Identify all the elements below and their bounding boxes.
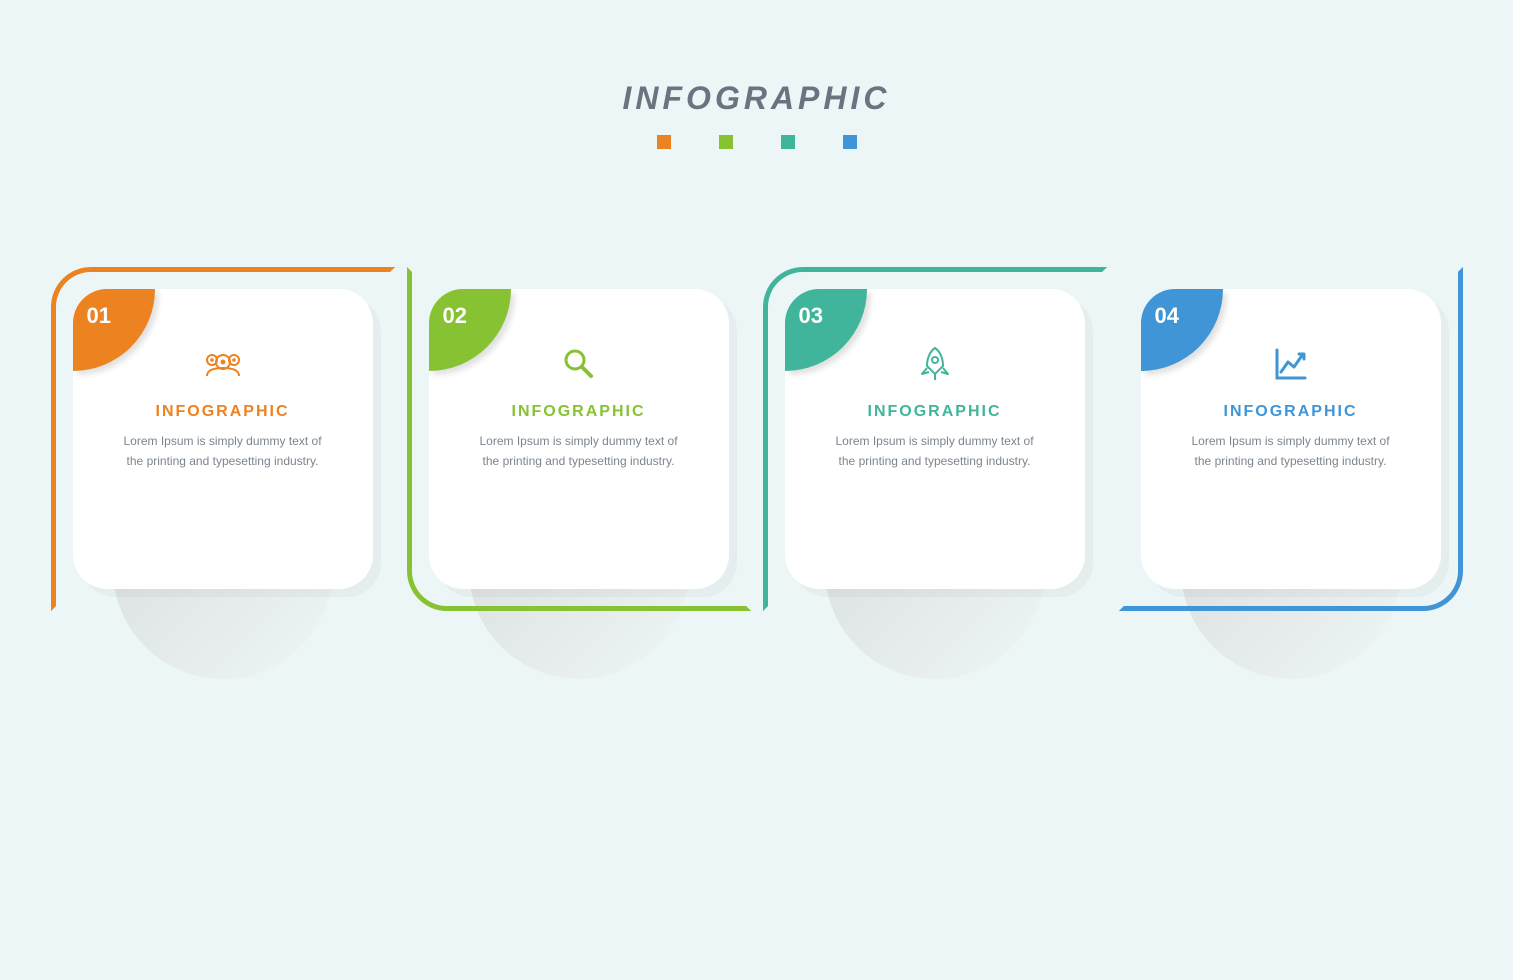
card-4: 04 INFOGRAPHIC Lorem Ipsum is simply dummy… (1141, 289, 1441, 589)
header: INFOGRAPHIC (0, 0, 1513, 149)
users-icon (103, 339, 343, 389)
step-number: 02 (443, 303, 467, 329)
page-title: INFOGRAPHIC (0, 80, 1513, 117)
step-number: 04 (1155, 303, 1179, 329)
card-description: Lorem Ipsum is simply dummy text of the … (1191, 431, 1391, 472)
step-number: 01 (87, 303, 111, 329)
legend-swatch-3 (781, 135, 795, 149)
cards-row: 01 INFOGRAPHIC Lorem Ipsum is simply dummy… (0, 289, 1513, 589)
card-description: Lorem Ipsum is simply dummy text of the … (835, 431, 1035, 472)
card-title: INFOGRAPHIC (815, 403, 1055, 421)
search-icon (459, 339, 699, 389)
card-body-panel: 02 INFOGRAPHIC Lorem Ipsum is simply dummy… (429, 289, 729, 589)
rocket-icon (815, 339, 1055, 389)
card-title: INFOGRAPHIC (103, 403, 343, 421)
legend (0, 135, 1513, 149)
card-1: 01 INFOGRAPHIC Lorem Ipsum is simply dummy… (73, 289, 373, 589)
card-description: Lorem Ipsum is simply dummy text of the … (123, 431, 323, 472)
card-title: INFOGRAPHIC (459, 403, 699, 421)
card-title: INFOGRAPHIC (1171, 403, 1411, 421)
card-description: Lorem Ipsum is simply dummy text of the … (479, 431, 679, 472)
card-body-panel: 04 INFOGRAPHIC Lorem Ipsum is simply dummy… (1141, 289, 1441, 589)
card-body-panel: 03 INFOGRAPHIC Lorem Ipsum is simply dummy… (785, 289, 1085, 589)
legend-swatch-4 (843, 135, 857, 149)
step-number: 03 (799, 303, 823, 329)
card-2: 02 INFOGRAPHIC Lorem Ipsum is simply dummy… (429, 289, 729, 589)
card-body-panel: 01 INFOGRAPHIC Lorem Ipsum is simply dummy… (73, 289, 373, 589)
legend-swatch-1 (657, 135, 671, 149)
chart-icon (1171, 339, 1411, 389)
card-3: 03 INFOGRAPHIC Lorem Ipsum is simply dummy… (785, 289, 1085, 589)
legend-swatch-2 (719, 135, 733, 149)
